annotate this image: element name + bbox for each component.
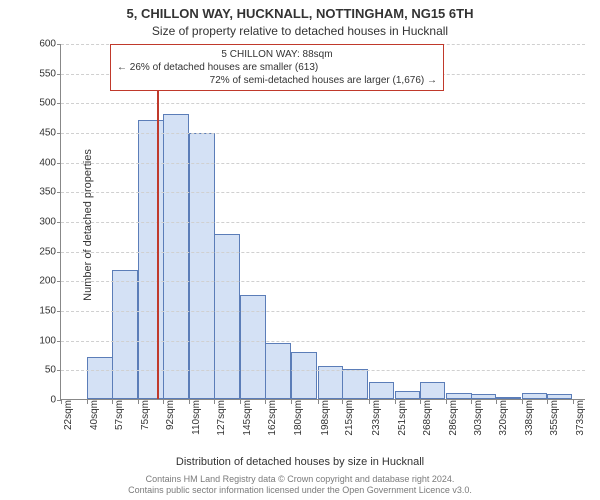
annotation-line1: 5 CHILLON WAY: 88sqm [117,48,437,61]
xtick-label: 127sqm [216,400,227,436]
ytick-label: 550 [39,68,56,79]
chart-subtitle: Size of property relative to detached ho… [0,24,600,38]
xtick-label: 162sqm [267,400,278,436]
footer-line2: Contains public sector information licen… [0,485,600,496]
histogram-bar [342,369,368,399]
ytick-label: 350 [39,187,56,198]
xtick-label: 251sqm [397,400,408,436]
xtick-label: 57sqm [114,400,125,430]
ytick-label: 50 [45,365,56,376]
ytick-label: 250 [39,246,56,257]
xtick-label: 268sqm [422,400,433,436]
gridline-h [61,103,585,104]
ytick-mark [57,281,61,282]
xtick-label: 22sqm [63,400,74,430]
xtick-label: 233sqm [371,400,382,436]
gridline-h [61,192,585,193]
histogram-bar [446,393,472,399]
ytick-label: 400 [39,157,56,168]
ytick-label: 450 [39,128,56,139]
gridline-h [61,163,585,164]
ytick-mark [57,74,61,75]
ytick-mark [57,133,61,134]
ytick-mark [57,192,61,193]
ytick-label: 100 [39,335,56,346]
xtick-label: 180sqm [293,400,304,436]
xtick-label: 338sqm [524,400,535,436]
gridline-h [61,281,585,282]
histogram-bar [163,114,189,399]
ytick-label: 600 [39,39,56,50]
ytick-label: 300 [39,217,56,228]
histogram-bar [522,393,548,399]
xtick-label: 355sqm [549,400,560,436]
histogram-bar [395,391,421,399]
gridline-h [61,133,585,134]
ytick-mark [57,341,61,342]
annotation-line2: ← 26% of detached houses are smaller (61… [117,61,437,74]
footer-attribution: Contains HM Land Registry data © Crown c… [0,474,600,496]
histogram-bar [471,394,497,399]
histogram-bar [547,394,573,399]
chart-title: 5, CHILLON WAY, HUCKNALL, NOTTINGHAM, NG… [0,6,600,21]
histogram-bar [112,270,138,399]
histogram-bar [496,397,522,399]
ytick-label: 200 [39,276,56,287]
xtick-label: 198sqm [320,400,331,436]
ytick-label: 150 [39,306,56,317]
xtick-label: 303sqm [473,400,484,436]
annotation-box: 5 CHILLON WAY: 88sqm ← 26% of detached h… [110,44,444,91]
ytick-mark [57,222,61,223]
gridline-h [61,341,585,342]
histogram-bar [214,234,240,399]
ytick-label: 0 [50,395,56,406]
ytick-mark [57,163,61,164]
footer-line1: Contains HM Land Registry data © Crown c… [0,474,600,485]
xtick-label: 145sqm [242,400,253,436]
y-axis-label-wrap: Number of detached properties [12,50,26,400]
histogram-bar [420,382,446,399]
plot-area: 050100150200250300350400450500550600 [60,44,585,400]
xtick-label: 286sqm [448,400,459,436]
annotation-line3: 72% of semi-detached houses are larger (… [117,74,437,87]
xtick-label: 110sqm [191,400,202,435]
xtick-label: 92sqm [165,400,176,430]
xtick-label: 373sqm [575,400,586,436]
histogram-bar [87,357,113,399]
histogram-bar [369,382,395,399]
ytick-mark [57,252,61,253]
xtick-label: 75sqm [140,400,151,430]
marker-line [157,44,159,399]
xtick-label: 40sqm [89,400,100,430]
xtick-label: 215sqm [344,400,355,436]
ytick-mark [57,44,61,45]
ytick-mark [57,103,61,104]
gridline-h [61,252,585,253]
x-axis-label: Distribution of detached houses by size … [0,456,600,468]
gridline-h [61,311,585,312]
gridline-h [61,222,585,223]
ytick-mark [57,311,61,312]
histogram-bar [189,133,215,399]
gridline-h [61,370,585,371]
histogram-bar [291,352,317,399]
ytick-label: 500 [39,98,56,109]
ytick-mark [57,370,61,371]
xtick-label: 320sqm [498,400,509,436]
chart-container: 5, CHILLON WAY, HUCKNALL, NOTTINGHAM, NG… [0,0,600,500]
